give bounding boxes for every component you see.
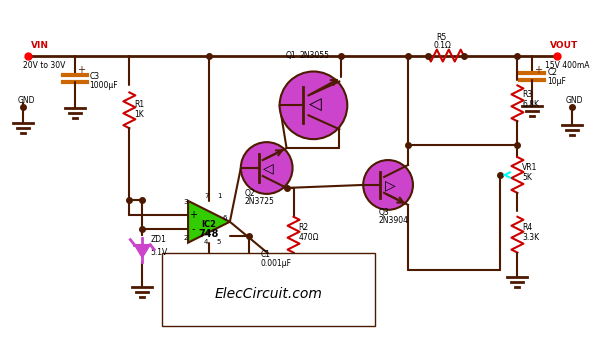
Text: -: -	[191, 224, 195, 234]
Text: 2: 2	[183, 235, 187, 241]
Text: 7: 7	[204, 193, 208, 199]
Text: C2: C2	[547, 68, 557, 78]
Text: IC2: IC2	[202, 220, 217, 229]
Text: 6.8K: 6.8K	[523, 100, 539, 109]
Text: ◁: ◁	[309, 96, 322, 114]
Text: VR1: VR1	[523, 163, 538, 172]
Ellipse shape	[241, 142, 293, 194]
Text: 1K: 1K	[134, 110, 144, 119]
Text: VIN: VIN	[31, 41, 49, 50]
Text: 5.1V: 5.1V	[150, 248, 167, 257]
Text: ◁: ◁	[263, 161, 274, 175]
Text: C1: C1	[261, 249, 271, 259]
Text: R1: R1	[134, 100, 145, 109]
Text: ElecCircuit.com: ElecCircuit.com	[215, 287, 323, 302]
Text: +: +	[535, 65, 542, 75]
Text: ZD1: ZD1	[150, 235, 166, 244]
Text: 5K: 5K	[523, 173, 532, 182]
Text: Q3: Q3	[378, 208, 389, 217]
Text: 6: 6	[223, 215, 227, 221]
Text: 1: 1	[217, 193, 221, 199]
Text: 0.1Ω: 0.1Ω	[434, 41, 452, 50]
Text: 2N3055: 2N3055	[299, 51, 329, 60]
Text: R3: R3	[523, 90, 533, 99]
Polygon shape	[134, 245, 150, 258]
Text: 3: 3	[183, 199, 188, 205]
Ellipse shape	[363, 160, 413, 210]
Text: 748: 748	[199, 229, 219, 239]
Text: 0.001µF: 0.001µF	[261, 258, 292, 267]
Text: Q1: Q1	[286, 51, 296, 60]
Text: R4: R4	[523, 223, 533, 232]
Text: R5: R5	[436, 33, 446, 42]
Text: GND: GND	[18, 96, 35, 105]
Text: 5: 5	[217, 239, 221, 245]
Ellipse shape	[280, 71, 347, 139]
Polygon shape	[188, 201, 230, 243]
Text: 15V 400mA: 15V 400mA	[545, 60, 590, 70]
Text: C3: C3	[89, 72, 100, 81]
Text: 2N3725: 2N3725	[245, 197, 275, 206]
Text: VOUT: VOUT	[550, 41, 578, 50]
Text: 20V to 30V: 20V to 30V	[23, 60, 65, 70]
FancyBboxPatch shape	[162, 253, 375, 326]
Text: 1000µF: 1000µF	[89, 81, 118, 90]
Text: +: +	[189, 210, 197, 220]
Text: GND: GND	[565, 96, 583, 105]
Text: ▷: ▷	[385, 178, 395, 192]
Text: R2: R2	[299, 223, 308, 232]
Text: Q2: Q2	[245, 189, 256, 198]
Text: +: +	[77, 65, 85, 75]
Text: 470Ω: 470Ω	[299, 233, 319, 241]
Text: 2N3904: 2N3904	[378, 216, 408, 225]
Text: 10µF: 10µF	[547, 77, 566, 87]
Text: 3.3K: 3.3K	[523, 233, 539, 241]
Text: 4: 4	[204, 239, 208, 245]
